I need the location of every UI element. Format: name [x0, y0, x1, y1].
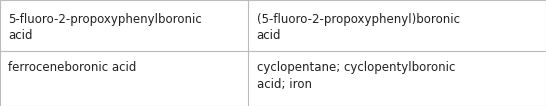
Text: ferroceneboronic acid: ferroceneboronic acid [8, 61, 136, 75]
Text: cyclopentane; cyclopentylboronic
acid; iron: cyclopentane; cyclopentylboronic acid; i… [257, 61, 455, 91]
Text: (5-fluoro-2-propoxyphenyl)boronic
acid: (5-fluoro-2-propoxyphenyl)boronic acid [257, 13, 460, 42]
Text: 5-fluoro-2-propoxyphenylboronic
acid: 5-fluoro-2-propoxyphenylboronic acid [8, 13, 202, 42]
